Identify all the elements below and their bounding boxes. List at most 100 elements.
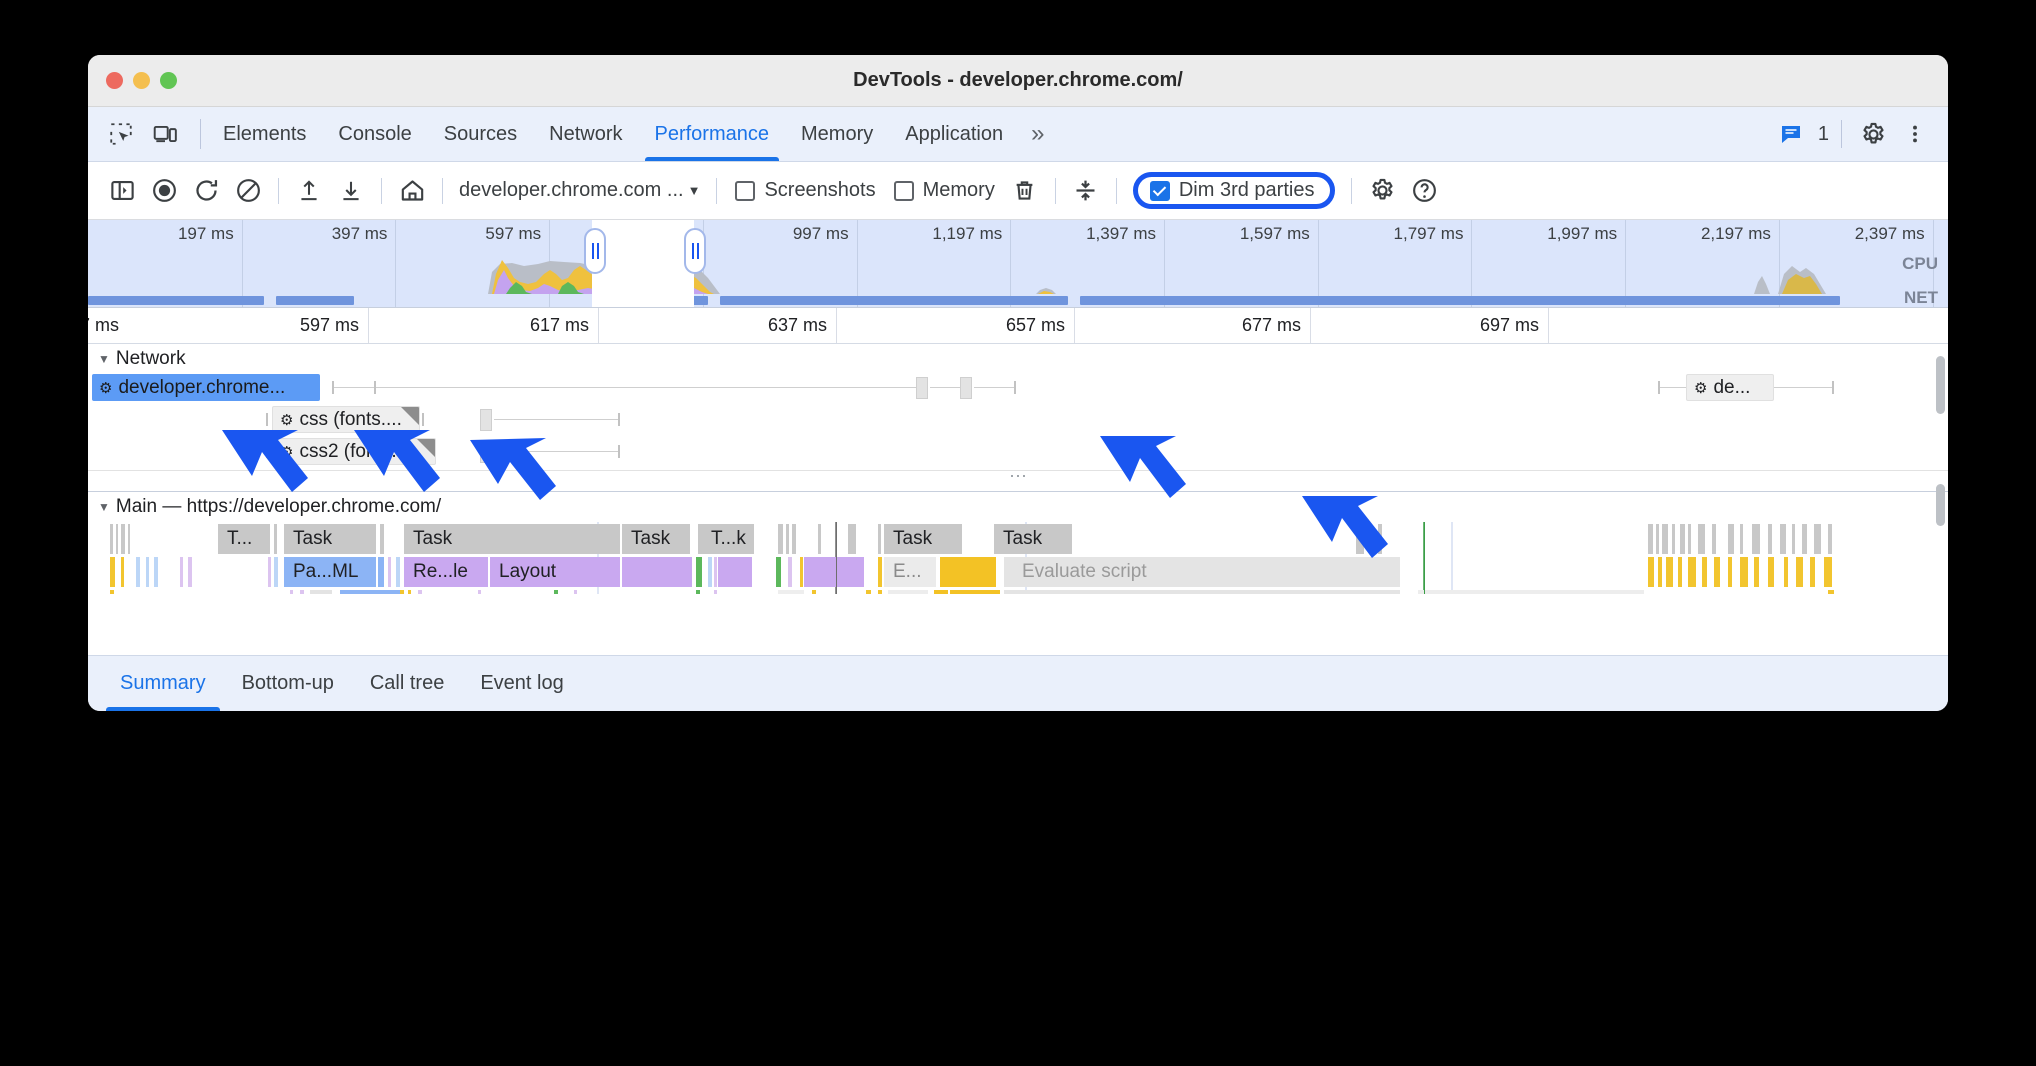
event-evaluate-short-dimmed[interactable]: E...: [884, 557, 936, 587]
network-bar-line: [930, 387, 960, 388]
tab-elements[interactable]: Elements: [207, 107, 322, 161]
issues-icon[interactable]: [1772, 115, 1810, 153]
tab-call-tree[interactable]: Call tree: [369, 672, 445, 694]
tracks-scrollbar-main[interactable]: [1936, 484, 1945, 526]
network-row[interactable]: ⚙ developer.chrome... ⚙ de...: [88, 374, 1948, 406]
event-loading-block[interactable]: [340, 590, 400, 594]
tab-bottom-up[interactable]: Bottom-up: [241, 672, 334, 694]
event-grey-block[interactable]: [310, 590, 332, 594]
task-frame[interactable]: Task: [284, 524, 376, 554]
gear-icon: ⚙: [280, 411, 294, 429]
track-resize-divider[interactable]: ⋯: [88, 467, 1948, 492]
origin-selector[interactable]: developer.chrome.com ... ▼: [453, 179, 706, 202]
network-bar-line: [974, 387, 1014, 388]
help-question-icon[interactable]: [1404, 171, 1444, 211]
task-frame[interactable]: Task: [884, 524, 962, 554]
zoom-window-button[interactable]: [160, 72, 177, 89]
net-label: NET: [1904, 288, 1938, 307]
title-bar: DevTools - developer.chrome.com/: [88, 55, 1948, 107]
screenshots-checkbox-box[interactable]: [735, 180, 756, 201]
event-rendering-block[interactable]: [718, 557, 752, 587]
inspect-element-icon[interactable]: [102, 115, 140, 153]
network-track-header[interactable]: ▼ Network: [88, 344, 1948, 374]
overview-shade: [88, 220, 1948, 307]
overview-tick-label: 2,197 ms: [1700, 224, 1771, 243]
memory-checkbox-box[interactable]: [893, 180, 914, 201]
tracks-scrollbar-top[interactable]: [1936, 356, 1945, 414]
tab-label: Console: [338, 122, 412, 145]
tab-performance[interactable]: Performance: [639, 107, 786, 161]
event-layout[interactable]: Layout: [490, 557, 620, 587]
event-scripting-block[interactable]: [934, 590, 948, 594]
network-bar-block: [480, 441, 492, 463]
overview-selection-window[interactable]: [592, 220, 694, 307]
event-rendering-block[interactable]: [804, 557, 864, 587]
collect-garbage-icon[interactable]: [1005, 171, 1045, 211]
event-scripting-block[interactable]: [950, 590, 1000, 594]
toolbar-divider-7: [1351, 177, 1353, 204]
event-recalculate-style[interactable]: Re...le: [404, 557, 488, 587]
tab-application[interactable]: Application: [889, 107, 1019, 161]
event-evaluate-script-dimmed[interactable]: Evaluate script: [1004, 557, 1400, 587]
main-flame-chart[interactable]: T... Task Task Task T...k Task Task Pa..…: [88, 522, 1948, 594]
download-profile-icon[interactable]: [331, 171, 371, 211]
overview-tick: [1625, 220, 1627, 307]
tab-event-log[interactable]: Event log: [480, 672, 564, 694]
ruler-tick: [368, 308, 369, 343]
settings-gear-icon[interactable]: [1854, 115, 1892, 153]
network-request-de[interactable]: ⚙ de...: [1686, 374, 1774, 401]
tab-summary[interactable]: Summary: [102, 656, 224, 711]
minimize-window-button[interactable]: [133, 72, 150, 89]
gear-icon: ⚙: [280, 443, 294, 461]
network-request-label: css (fonts....: [299, 408, 402, 430]
tab-sources[interactable]: Sources: [428, 107, 533, 161]
toolbar-divider-4: [716, 177, 718, 204]
more-tabs-button[interactable]: »: [1019, 107, 1056, 161]
network-request-css2-fonts[interactable]: ⚙ css2 (fonts....: [272, 438, 436, 465]
capture-settings-gear-icon[interactable]: [1362, 171, 1402, 211]
task-frame[interactable]: Task: [994, 524, 1072, 554]
tab-console[interactable]: Console: [322, 107, 427, 161]
overview-net-bar: [720, 296, 1068, 305]
device-toolbar-icon[interactable]: [146, 115, 184, 153]
reload-and-record-icon[interactable]: [186, 171, 226, 211]
network-track-title: Network: [115, 348, 186, 369]
task-frame[interactable]: Task: [622, 524, 690, 554]
memory-checkbox[interactable]: Memory: [886, 179, 1003, 202]
home-icon[interactable]: [392, 171, 432, 211]
clear-icon[interactable]: [228, 171, 268, 211]
main-track-header[interactable]: ▼ Main — https://developer.chrome.com/: [88, 492, 1948, 522]
overview-tick: [1778, 220, 1780, 307]
task-frame[interactable]: T...k: [702, 524, 754, 554]
dim-3rd-parties-checkbox[interactable]: Dim 3rd parties: [1146, 179, 1319, 202]
overview-right-handle[interactable]: [684, 228, 706, 274]
tab-network[interactable]: Network: [533, 107, 638, 161]
network-bar-line: [376, 387, 916, 388]
more-options-icon[interactable]: [1896, 115, 1934, 153]
upload-profile-icon[interactable]: [289, 171, 329, 211]
event-compile-script-dimmed[interactable]: Compile script: [1004, 590, 1400, 594]
event-parse-html[interactable]: Pa...ML: [284, 557, 376, 587]
tracks-area[interactable]: ▼ Network ⚙ developer.chrome... ⚙ de...: [88, 344, 1948, 594]
network-request-developer-chrome[interactable]: ⚙ developer.chrome...: [92, 374, 320, 401]
task-frame[interactable]: T...: [218, 524, 270, 554]
request-corner-marker: [417, 439, 435, 457]
tab-memory[interactable]: Memory: [785, 107, 889, 161]
task-frame[interactable]: Task: [404, 524, 620, 554]
event-on-ignore-list-dimmed[interactable]: On ignore...t script): [1418, 590, 1644, 594]
toggle-sidebar-icon[interactable]: [102, 171, 142, 211]
network-request-css-fonts[interactable]: ⚙ css (fonts....: [272, 406, 420, 433]
shrink-tracks-icon[interactable]: [1066, 171, 1106, 211]
dim-3rd-parties-checkbox-box[interactable]: [1149, 180, 1170, 201]
record-icon[interactable]: [144, 171, 184, 211]
overview-tick-label: 997 ms: [792, 224, 849, 243]
event-dim-block[interactable]: [888, 590, 928, 594]
overview-left-handle[interactable]: [584, 228, 606, 274]
close-window-button[interactable]: [106, 72, 123, 89]
tab-label: Elements: [223, 122, 307, 145]
network-row[interactable]: ⚙ css (fonts....: [88, 406, 1948, 438]
screenshots-checkbox[interactable]: Screenshots: [727, 179, 883, 202]
event-rendering-block[interactable]: [622, 557, 692, 587]
event-scripting-block[interactable]: [940, 557, 996, 587]
